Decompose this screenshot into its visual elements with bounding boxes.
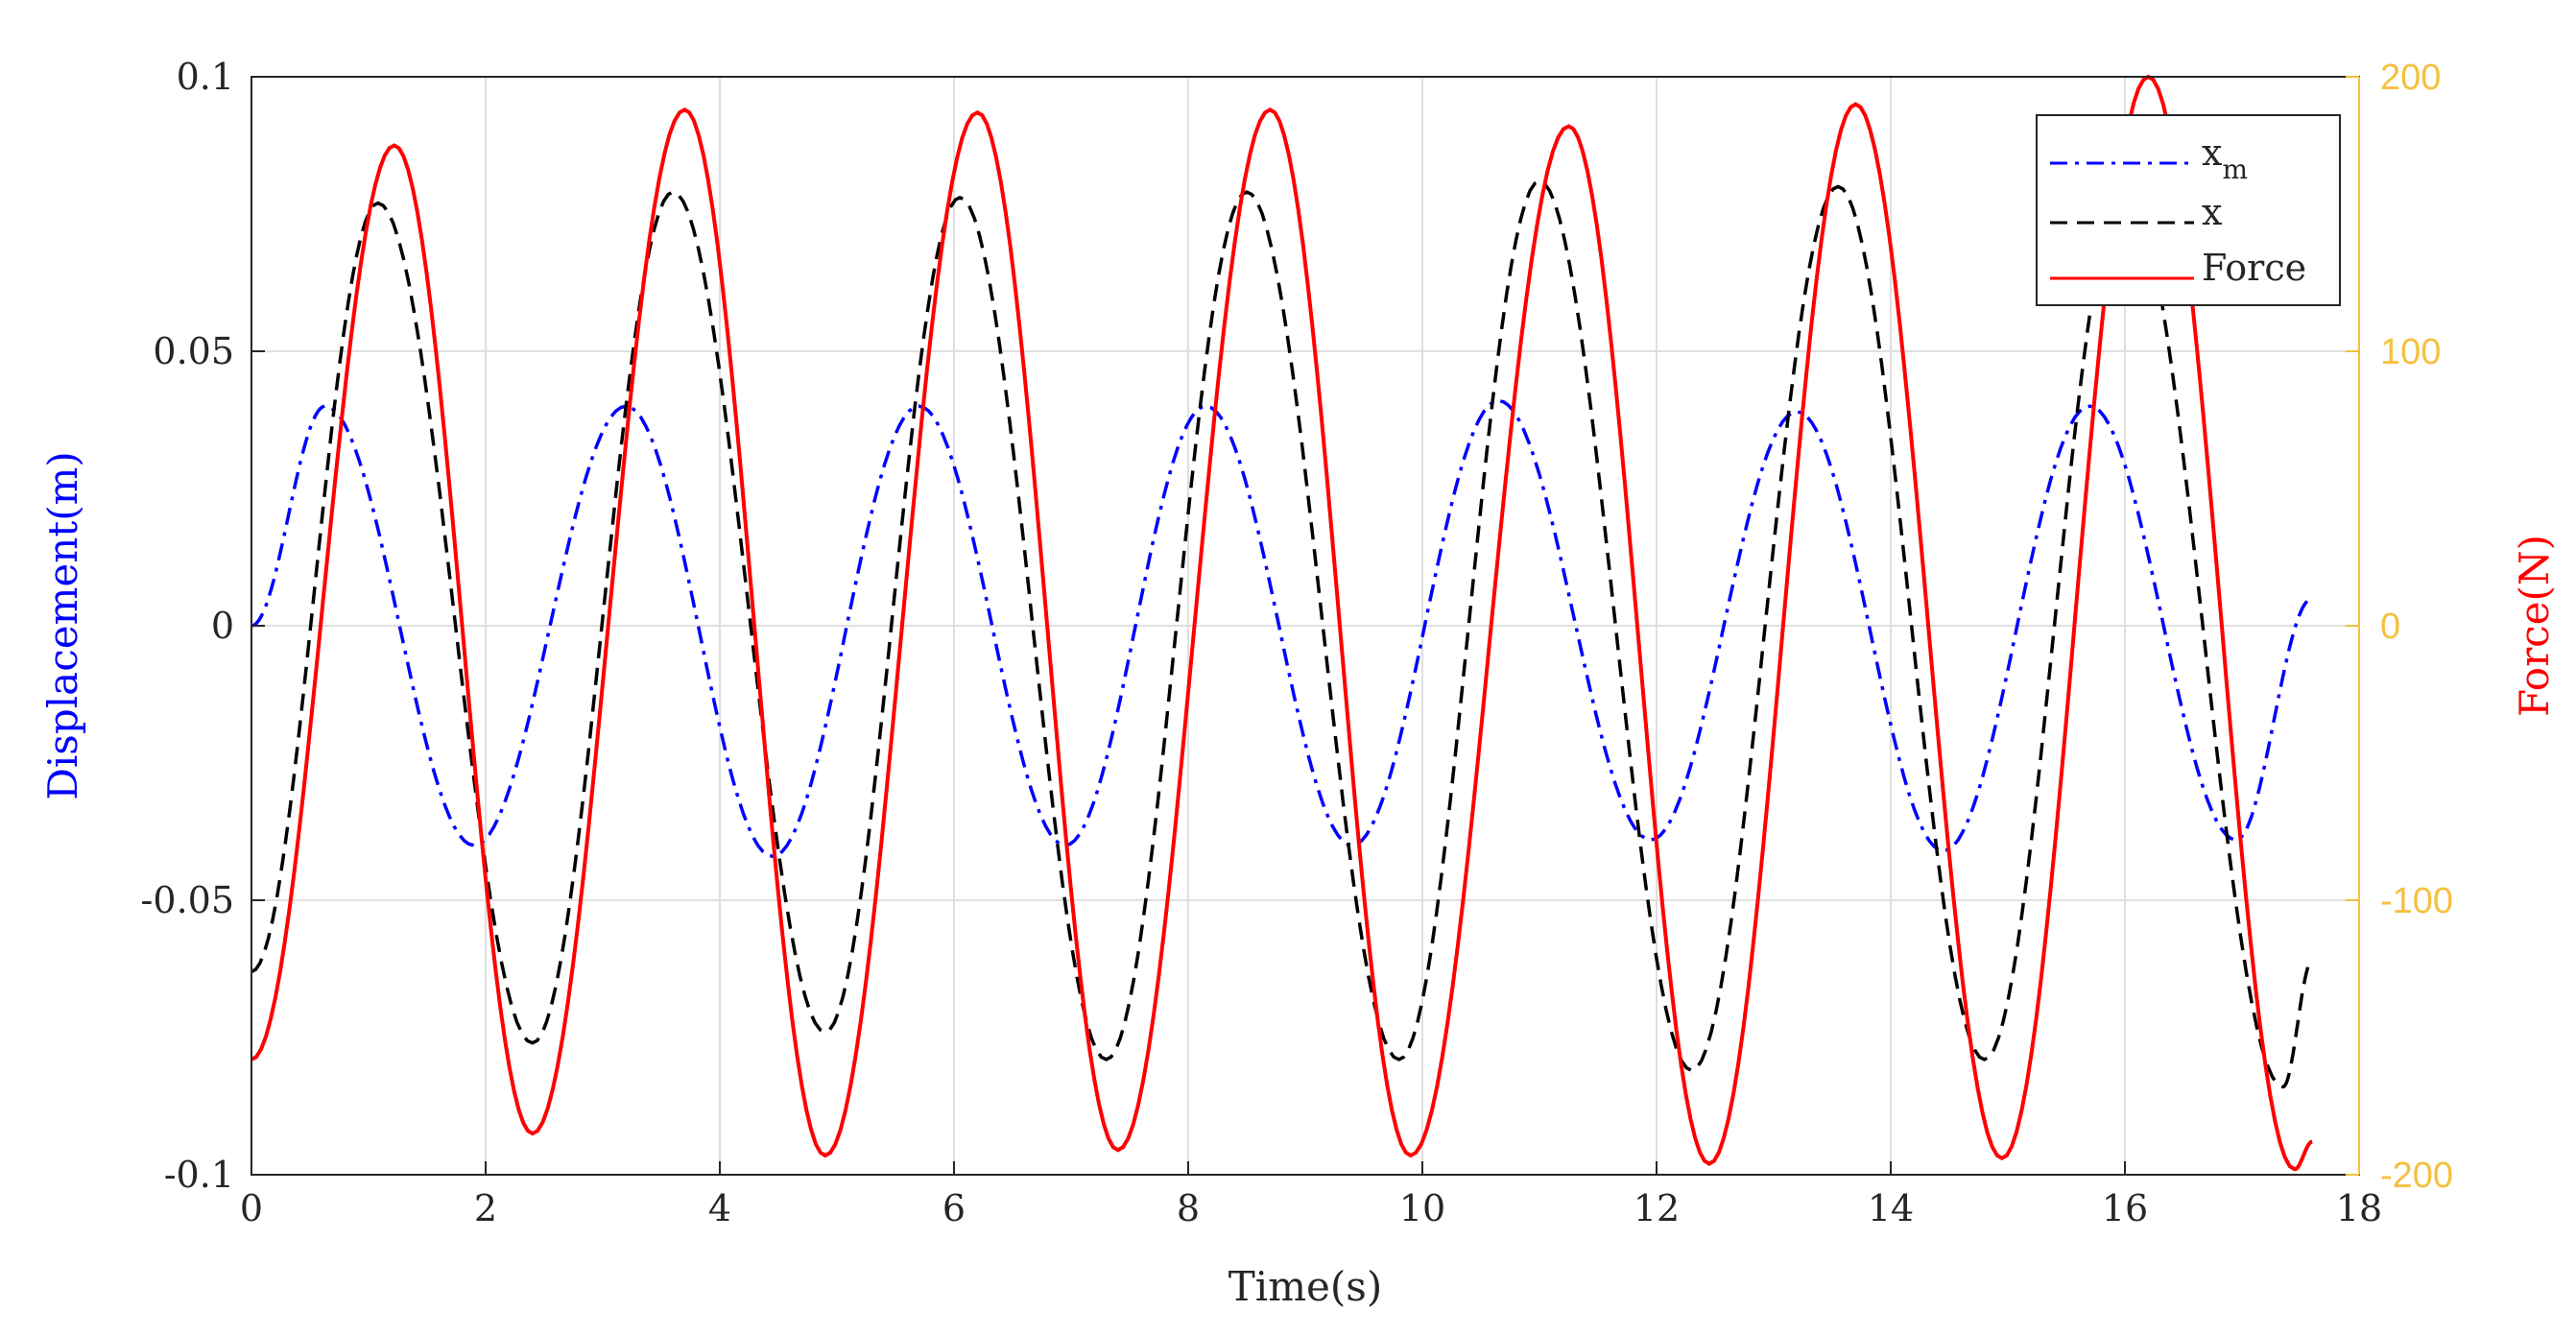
legend-label-force: Force (2202, 247, 2306, 289)
y-left-tick-label-0: 0.1 (177, 56, 234, 98)
y-right-tick-label-2: 0 (2380, 607, 2400, 647)
x-axis-label: Time(s) (1228, 1263, 1382, 1310)
series-line-x (250, 179, 2313, 1089)
y-left-tick-label-2: 0 (211, 605, 234, 647)
y-right-tick-label-4: -200 (2380, 1156, 2453, 1196)
legend: xm x Force (2036, 114, 2341, 306)
x-tick-label-4: 8 (1177, 1187, 1200, 1229)
legend-label-x: x (2202, 191, 2222, 233)
x-tick-label-3: 6 (942, 1187, 966, 1229)
legend-label-xm-main: x (2202, 131, 2222, 174)
x-tick-label-8: 16 (2102, 1187, 2148, 1229)
legend-box (2036, 114, 2341, 306)
series-line-xm (250, 398, 2313, 858)
x-tick-label-9: 18 (2336, 1187, 2382, 1229)
y-right-tick-label-3: -100 (2380, 881, 2453, 921)
x-tick-label-0: 0 (240, 1187, 263, 1229)
y-right-tick-label-0: 200 (2380, 58, 2441, 98)
series-line-force (250, 74, 2313, 1172)
x-tick-label-6: 12 (1634, 1187, 1680, 1229)
y-left-tick-label-1: 0.05 (153, 330, 234, 372)
y-left-tick-label-3: -0.05 (141, 879, 234, 921)
legend-label-xm-subscript: m (2222, 154, 2248, 185)
y-axis-right-label: Force(N) (2511, 535, 2558, 717)
x-tick-label-2: 4 (708, 1187, 731, 1229)
legend-label-xm: xm (2202, 131, 2248, 185)
y-right-tick-label-1: 100 (2380, 332, 2441, 372)
y-axis-left-label: Displacement(m) (39, 451, 86, 800)
y-left-tick-label-4: -0.1 (164, 1154, 234, 1196)
x-tick-label-7: 14 (1868, 1187, 1914, 1229)
x-tick-label-5: 10 (1399, 1187, 1445, 1229)
x-tick-label-1: 2 (474, 1187, 497, 1229)
ticks: 0 2 4 6 8 10 12 14 16 18 0.1 0.05 0 -0.05 -0.1 200 100 0 -… (141, 56, 2454, 1229)
series-layer (250, 74, 2313, 1172)
